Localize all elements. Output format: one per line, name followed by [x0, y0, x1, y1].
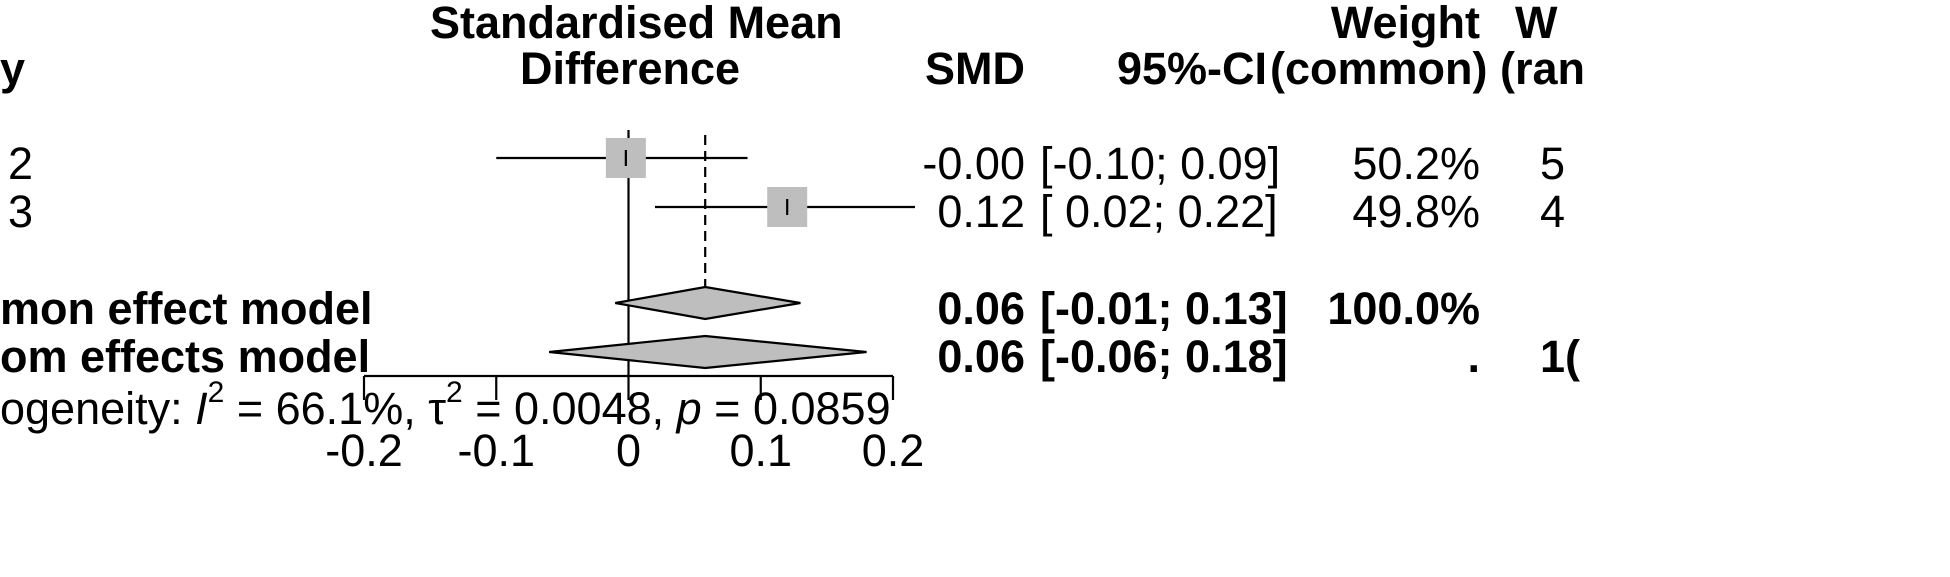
- study-weight-common: 49.8%: [1352, 186, 1480, 237]
- smd-header: SMD: [925, 43, 1025, 94]
- i2-value: = 66.1%,: [224, 383, 429, 434]
- p-symbol: p: [676, 383, 702, 434]
- common-model-weight: 100.0%: [1327, 283, 1480, 334]
- common-effect-diamond: [615, 285, 801, 321]
- common-model-ci: [-0.01; 0.13]: [1040, 283, 1288, 334]
- x-tick-label: -0.1: [457, 425, 535, 476]
- study-ci: [ 0.02; 0.22]: [1040, 186, 1278, 237]
- x-tick-label: 0.2: [862, 425, 925, 476]
- study-label: 3: [8, 186, 34, 237]
- heterogeneity-prefix: ogeneity:: [0, 383, 196, 434]
- effect-header: Standardised Mean: [430, 0, 843, 48]
- tau-exponent: 2: [446, 376, 463, 409]
- study-weight-common: 50.2%: [1352, 138, 1480, 189]
- random-model-smd: 0.06: [937, 331, 1025, 382]
- common-model-smd: 0.06: [937, 283, 1025, 334]
- study-weight-random: 4: [1540, 186, 1566, 237]
- weight-random-header: W: [1515, 0, 1558, 48]
- tau-symbol: τ: [428, 383, 447, 434]
- weight-random-header-line2: (ran: [1500, 43, 1586, 94]
- p-value: = 0.0859: [701, 383, 891, 434]
- weight-common-header: Weight: [1330, 0, 1480, 48]
- x-tick-label: -0.2: [325, 425, 403, 476]
- i2-exponent: 2: [207, 376, 225, 409]
- random-model-ci: [-0.06; 0.18]: [1040, 331, 1288, 382]
- random-model-weight: .: [1467, 331, 1480, 382]
- study-ci: [-0.10; 0.09]: [1040, 138, 1281, 189]
- common-model-label: mon effect model: [0, 283, 373, 334]
- weight-common-header-line2: (common): [1270, 43, 1488, 94]
- random-model-weight-random: 1(: [1540, 331, 1581, 382]
- i2-symbol: I: [195, 383, 208, 434]
- random-model-label: om effects model: [0, 331, 371, 382]
- study-smd: -0.00: [922, 138, 1025, 189]
- effect-header-line2: Difference: [519, 43, 741, 94]
- study-header-fragment: y: [0, 43, 26, 94]
- random-effect-diamond: [549, 334, 867, 370]
- study-smd: 0.12: [937, 186, 1025, 237]
- study-label: 2: [8, 138, 34, 189]
- tau-value: = 0.0048,: [462, 383, 677, 434]
- x-tick-label: 0.1: [729, 425, 792, 476]
- ci-header: 95%-CI: [1116, 43, 1267, 94]
- study-weight-random: 5: [1540, 138, 1566, 189]
- heterogeneity-text: ogeneity: I2 = 66.1%, τ2 = 0.0048, p = 0…: [0, 378, 891, 434]
- x-tick-label: 0: [616, 425, 641, 476]
